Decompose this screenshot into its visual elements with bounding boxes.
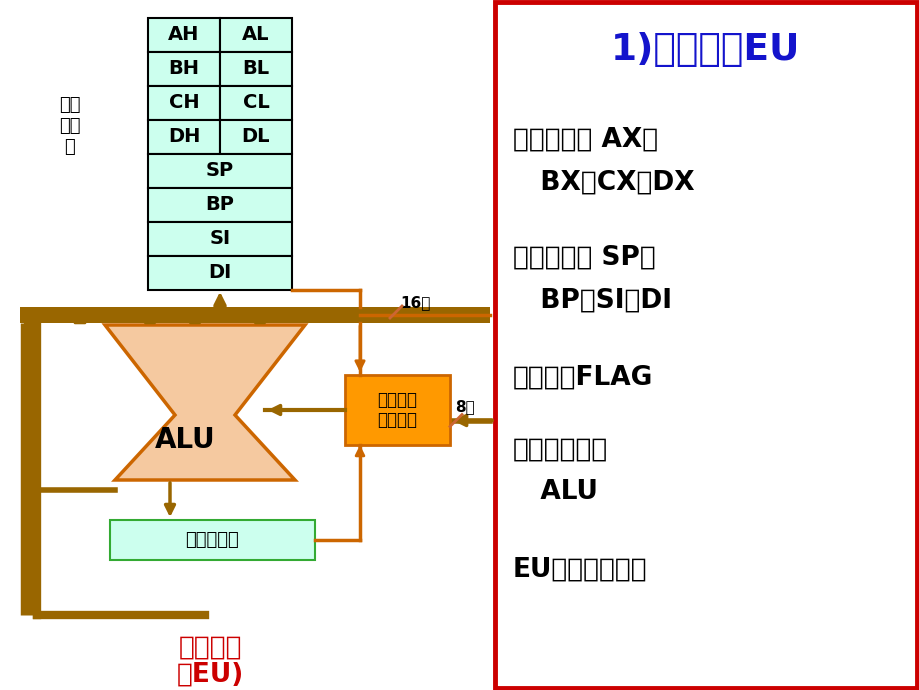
Bar (110, 520, 314, 560)
Text: DL: DL (242, 128, 270, 146)
Text: BL: BL (243, 59, 269, 79)
Text: 数据寄存器 AX、: 数据寄存器 AX、 (513, 127, 657, 153)
Text: 标志寄存FLAG: 标志寄存FLAG (513, 365, 652, 391)
Text: CH: CH (168, 94, 199, 112)
Text: BX、CX、DX: BX、CX、DX (513, 170, 694, 196)
Text: AL: AL (242, 26, 269, 44)
Bar (148, 222, 291, 256)
Bar (220, 18, 291, 52)
Bar (20, 307, 490, 323)
Bar (148, 256, 291, 290)
Bar (220, 52, 291, 86)
Text: BP、SI、DI: BP、SI、DI (513, 288, 671, 314)
Text: （EU): （EU) (176, 662, 244, 688)
Text: 专用寄存器 SP、: 专用寄存器 SP、 (513, 245, 655, 271)
Bar (494, 2, 916, 688)
Text: ALU: ALU (154, 426, 215, 454)
Text: AH: AH (168, 26, 199, 44)
Bar (148, 52, 220, 86)
Text: 执行部件: 执行部件 (178, 635, 242, 661)
Bar (148, 154, 291, 188)
Text: SP: SP (206, 161, 233, 181)
Text: DH: DH (167, 128, 200, 146)
Text: DI: DI (208, 264, 232, 282)
Bar (148, 120, 220, 154)
Text: 16位: 16位 (400, 295, 430, 310)
Text: BH: BH (168, 59, 199, 79)
Text: EU控制逻辑单元: EU控制逻辑单元 (513, 557, 647, 583)
Bar (220, 120, 291, 154)
Polygon shape (105, 325, 305, 480)
Text: 算数逻辑部件: 算数逻辑部件 (513, 437, 607, 463)
Text: 1)执行单元EU: 1)执行单元EU (610, 32, 800, 68)
Bar (148, 18, 220, 52)
Bar (345, 375, 449, 445)
Bar (220, 86, 291, 120)
Bar (148, 86, 220, 120)
Text: SI: SI (210, 230, 231, 248)
Text: CL: CL (243, 94, 269, 112)
Text: 标志寄存器: 标志寄存器 (186, 531, 239, 549)
Text: ALU: ALU (513, 479, 597, 505)
Text: 通用
寄存
器: 通用 寄存 器 (59, 96, 81, 156)
Bar (148, 188, 291, 222)
Text: 执行部分
控制电路: 执行部分 控制电路 (377, 391, 417, 429)
Text: 8位: 8位 (455, 399, 474, 414)
Text: BP: BP (205, 195, 234, 215)
